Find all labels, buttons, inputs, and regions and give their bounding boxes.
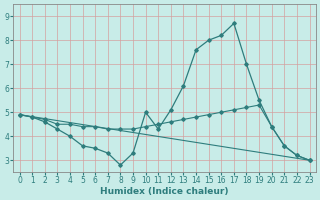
X-axis label: Humidex (Indice chaleur): Humidex (Indice chaleur): [100, 187, 229, 196]
